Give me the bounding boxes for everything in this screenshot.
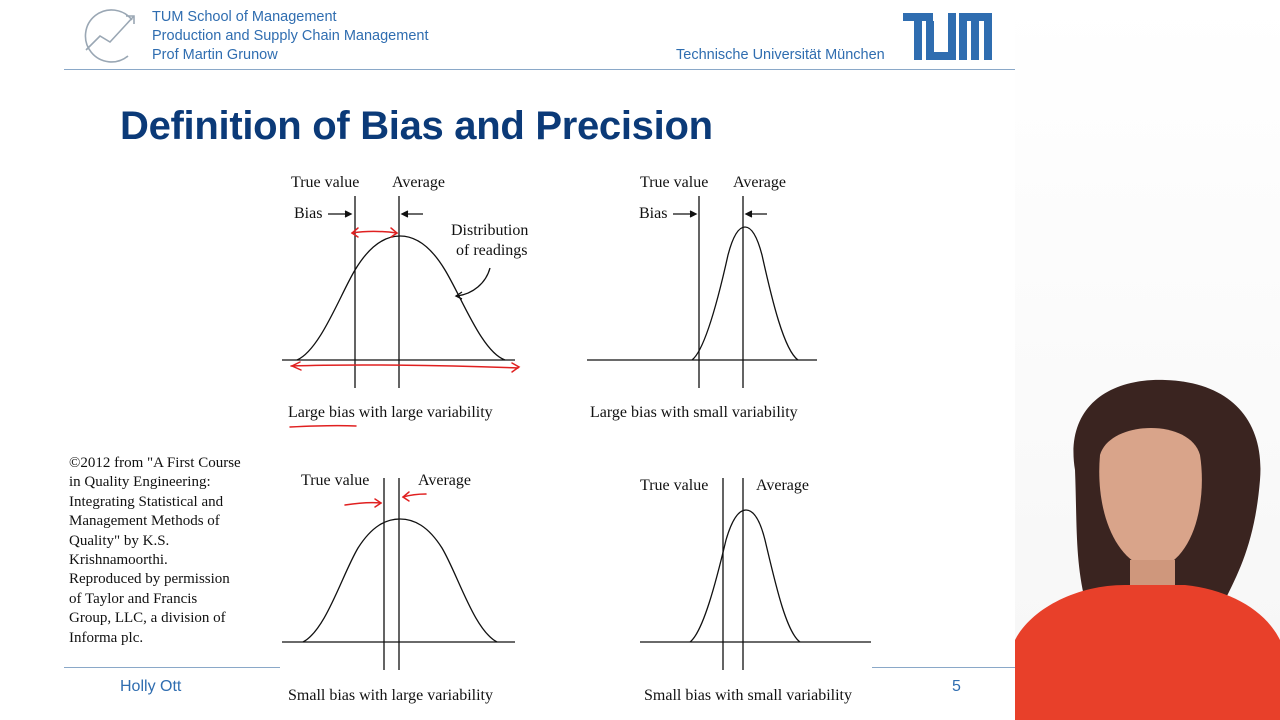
header-line-professor: Prof Martin Grunow — [152, 47, 278, 63]
panel-4-curve — [689, 509, 801, 643]
panel-1-drawing — [282, 196, 515, 388]
school-logo-icon — [84, 9, 135, 63]
panel-2-drawing — [587, 196, 817, 388]
panel-1-bias-label: Bias — [294, 205, 323, 222]
panel-4-caption: Small bias with small variability — [644, 687, 852, 704]
panel-2-curve — [691, 226, 799, 361]
presenter-video — [1015, 0, 1280, 720]
header-line-school: TUM School of Management — [152, 9, 337, 25]
presenter-figure — [1015, 379, 1280, 720]
annotation-small-bias-arrow-right — [402, 493, 427, 498]
footer-page-number: 5 — [952, 678, 961, 695]
panel-4-true-value-label: True value — [640, 477, 709, 494]
panel-1-true-value-label: True value — [291, 174, 360, 191]
panel-3-curve — [302, 518, 498, 643]
panel-3-average-label: Average — [418, 472, 471, 489]
copyright-credit: ©2012 from "A First Course in Quality En… — [69, 455, 241, 646]
panel-2-bias-label: Bias — [639, 205, 668, 222]
presenter-shirt — [1015, 585, 1280, 720]
panel-3-caption: Small bias with large variability — [288, 687, 493, 704]
annotation-variability-arrow — [290, 364, 519, 369]
header-rule — [64, 69, 1018, 70]
panel-2-caption: Large bias with small variability — [590, 404, 798, 421]
panel-1-curve — [296, 235, 506, 361]
annotation-underline-large-bias — [289, 424, 357, 428]
footer-rule-left — [64, 667, 280, 668]
panel-1-distribution-label: Distribution — [451, 222, 529, 239]
panel-3-true-value-label: True value — [301, 472, 370, 489]
footer-presenter-name: Holly Ott — [120, 678, 182, 695]
panel-1-average-label: Average — [392, 174, 445, 191]
panel-1-distribution-pointer — [456, 267, 491, 297]
presenter-face — [1099, 427, 1202, 570]
red-annotations — [289, 227, 521, 508]
panel-3-drawing — [282, 478, 515, 670]
panel-1-caption: Large bias with large variability — [288, 404, 493, 421]
panel-1-distribution-label-2: of readings — [456, 242, 528, 259]
panel-4-average-label: Average — [756, 477, 809, 494]
slide-title: Definition of Bias and Precision — [120, 104, 713, 148]
panel-2-average-label: Average — [733, 174, 786, 191]
annotation-small-bias-arrow-left — [344, 501, 382, 506]
header-line-chair: Production and Supply Chain Management — [152, 28, 429, 44]
header-university: Technische Universität München — [676, 47, 885, 63]
panel-2-true-value-label: True value — [640, 174, 709, 191]
header-org-block: TUM School of Management Production and … — [152, 8, 428, 65]
annotation-bias-double-arrow — [351, 230, 398, 234]
panel-4-drawing — [640, 478, 871, 670]
footer-rule-right — [872, 667, 1018, 668]
